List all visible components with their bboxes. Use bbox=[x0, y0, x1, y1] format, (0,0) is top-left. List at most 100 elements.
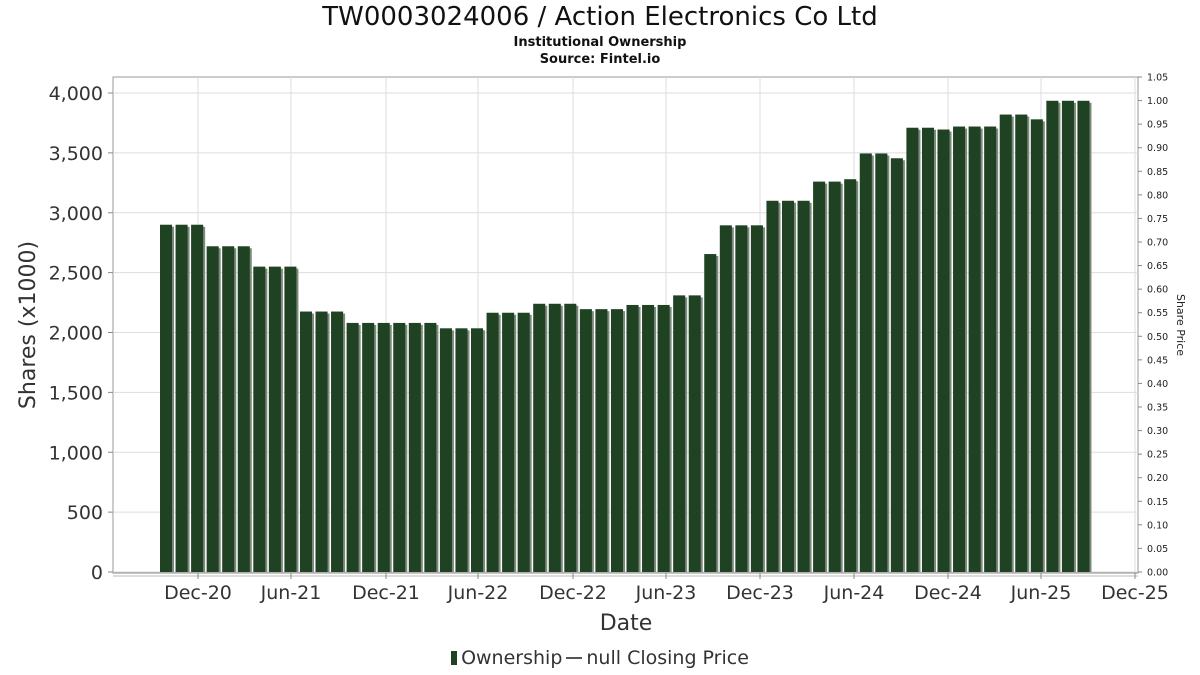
ownership-bar bbox=[160, 224, 173, 572]
ownership-bar bbox=[284, 266, 297, 572]
ownership-bar bbox=[875, 153, 888, 572]
x-axis-title: Date bbox=[600, 611, 653, 636]
ownership-bar bbox=[362, 322, 375, 572]
x-tick-label: Jun-22 bbox=[447, 582, 509, 604]
ownership-bar bbox=[408, 322, 421, 572]
ownership-bar bbox=[937, 129, 950, 572]
y2-tick-label: 0.85 bbox=[1147, 167, 1168, 178]
ownership-bar bbox=[906, 127, 919, 572]
chart-subtitle: Institutional Ownership bbox=[513, 35, 687, 50]
ownership-bar bbox=[657, 304, 670, 572]
ownership-bar bbox=[828, 181, 841, 573]
x-tick-label: Dec-25 bbox=[1101, 582, 1169, 604]
ownership-bar bbox=[1046, 100, 1059, 572]
ownership-bar bbox=[517, 312, 530, 572]
ownership-bar bbox=[268, 266, 281, 572]
y2-tick-label: 0.25 bbox=[1147, 450, 1168, 461]
ownership-bar bbox=[610, 309, 623, 572]
ownership-bar bbox=[486, 312, 499, 572]
legend: Ownership null Closing Price bbox=[0, 647, 1200, 669]
ownership-bar bbox=[782, 200, 795, 572]
ownership-bar bbox=[1077, 100, 1090, 572]
x-tick-label: Dec-24 bbox=[914, 582, 982, 604]
ownership-bar bbox=[377, 322, 390, 572]
y2-tick-label: 0.60 bbox=[1147, 285, 1168, 296]
y-tick-label: 3,000 bbox=[49, 203, 103, 225]
ownership-bar bbox=[424, 322, 437, 572]
bar-layer bbox=[160, 100, 1092, 573]
y2-tick-label: 0.95 bbox=[1147, 120, 1168, 131]
ownership-bar bbox=[548, 303, 561, 572]
y2-axis-title: Share Price bbox=[1174, 294, 1187, 356]
x-tick-label: Jun-25 bbox=[1010, 582, 1072, 604]
ownership-bar bbox=[1061, 100, 1074, 572]
y2-tick-label: 0.20 bbox=[1147, 473, 1168, 484]
y2-tick-label: 1.05 bbox=[1147, 73, 1168, 84]
plot-area bbox=[112, 76, 1139, 574]
y2-tick-label: 0.05 bbox=[1147, 544, 1168, 555]
chart-source: Source: Fintel.io bbox=[539, 52, 661, 67]
y-tick-label: 0 bbox=[91, 562, 103, 584]
y2-tick-label: 0.30 bbox=[1147, 426, 1168, 437]
ownership-bar bbox=[642, 304, 655, 572]
y2-tick-label: 0.75 bbox=[1147, 214, 1168, 225]
ownership-bar bbox=[719, 225, 732, 573]
y-tick-label: 1,500 bbox=[49, 382, 103, 404]
legend-price-label: null Closing Price bbox=[586, 647, 749, 669]
ownership-bar bbox=[1030, 119, 1043, 572]
y2-tick-label: 0.45 bbox=[1147, 355, 1168, 366]
ownership-bar bbox=[984, 126, 997, 572]
ownership-bar bbox=[315, 311, 328, 572]
ownership-bar bbox=[346, 322, 359, 572]
ownership-bar bbox=[533, 303, 546, 572]
y2-tick-label: 0.80 bbox=[1147, 190, 1168, 201]
ownership-bar bbox=[253, 266, 266, 572]
y-tick-label: 4,000 bbox=[49, 83, 103, 105]
x-tick-label: Dec-20 bbox=[164, 582, 232, 604]
ownership-bar bbox=[968, 126, 981, 572]
x-tick-label: Jun-24 bbox=[823, 582, 885, 604]
x-tick-label: Jun-21 bbox=[260, 582, 322, 604]
ownership-bar bbox=[844, 179, 857, 572]
ownership-bar bbox=[471, 328, 484, 572]
ownership-bar bbox=[813, 181, 826, 573]
ownership-bar bbox=[890, 158, 903, 573]
y2-tick-label: 0.40 bbox=[1147, 379, 1168, 390]
ownership-bar bbox=[797, 200, 810, 572]
ownership-bar bbox=[206, 246, 219, 572]
ownership-bar bbox=[299, 311, 312, 572]
y-tick-label: 2,000 bbox=[49, 323, 103, 345]
legend-ownership-label: Ownership bbox=[461, 647, 563, 669]
ownership-bar bbox=[704, 254, 717, 572]
axis-layer: 0 500 1,000 1,500 2,000 2,500 3,000 3,500 4,000 D… bbox=[16, 73, 1187, 637]
legend-ownership-swatch bbox=[451, 651, 458, 665]
y2-tick-label: 0.65 bbox=[1147, 261, 1168, 272]
ownership-bar bbox=[579, 309, 592, 572]
y2-tick-label: 0.70 bbox=[1147, 238, 1168, 249]
ownership-bar bbox=[393, 322, 406, 572]
y-tick-label: 500 bbox=[67, 502, 103, 524]
ownership-bar bbox=[1015, 114, 1028, 573]
ownership-bar bbox=[999, 114, 1012, 573]
y2-tick-label: 0.35 bbox=[1147, 403, 1168, 414]
y2-tick-label: 0.00 bbox=[1147, 568, 1168, 579]
ownership-bar bbox=[237, 246, 250, 572]
ownership-bar bbox=[921, 127, 934, 572]
ownership-bar bbox=[175, 224, 188, 572]
y2-tick-label: 0.55 bbox=[1147, 308, 1168, 319]
ownership-bar bbox=[673, 295, 686, 572]
x-tick-label: Dec-21 bbox=[352, 582, 420, 604]
y2-tick-label: 0.10 bbox=[1147, 520, 1168, 531]
ownership-bar bbox=[688, 295, 701, 572]
ownership-bar bbox=[859, 153, 872, 572]
chart-title: TW0003024006 / Action Electronics Co Ltd bbox=[322, 2, 878, 32]
x-tick-label: Jun-23 bbox=[635, 582, 697, 604]
ownership-bar bbox=[750, 225, 763, 573]
ownership-bar bbox=[502, 312, 515, 572]
y2-tick-label: 0.50 bbox=[1147, 332, 1168, 343]
ownership-bar bbox=[331, 311, 344, 572]
ownership-bar bbox=[595, 309, 608, 572]
legend-price-line bbox=[566, 657, 583, 659]
y-tick-label: 3,500 bbox=[49, 143, 103, 165]
